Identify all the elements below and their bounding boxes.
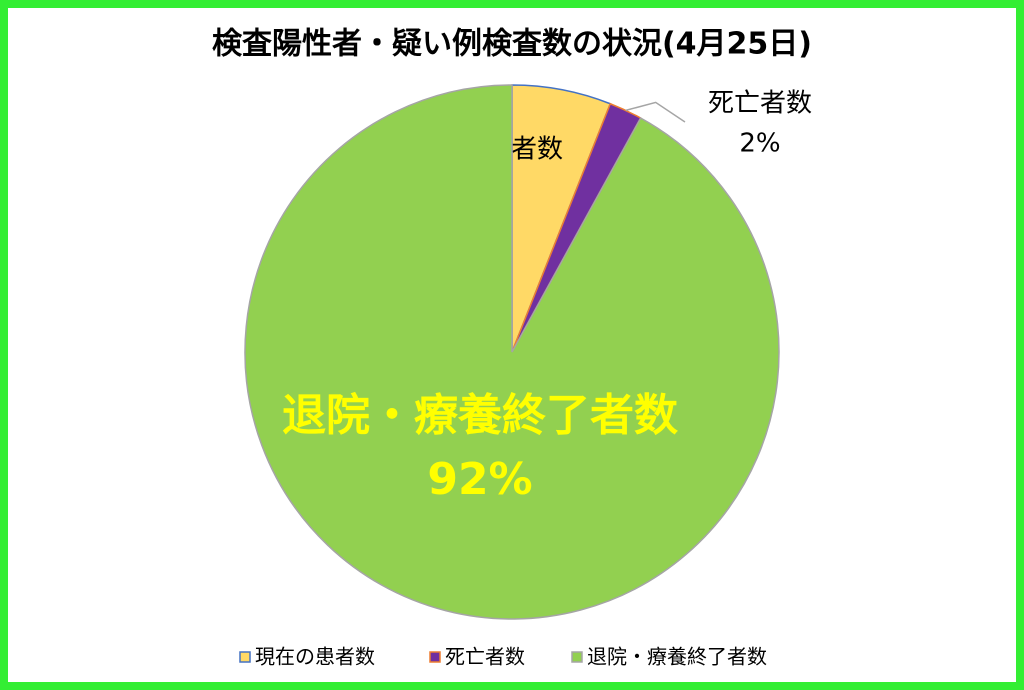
- legend-marker: [571, 651, 583, 663]
- data-label-value: 92%: [427, 454, 532, 505]
- legend-marker: [429, 651, 441, 663]
- data-label-name: 死亡者数: [708, 89, 812, 119]
- legend-label: 退院・療養終了者数: [587, 645, 767, 669]
- data-label-name: 退院・療養終了者数: [282, 390, 678, 441]
- data-label-value: 2%: [739, 129, 780, 159]
- chart-title: 検査陽性者・疑い例検査数の状況(4月25日): [212, 27, 812, 62]
- legend-label: 現在の患者数: [255, 645, 375, 669]
- legend-label: 死亡者数: [445, 645, 525, 669]
- pie-slice: [244, 84, 780, 620]
- leader-line: [625, 101, 686, 123]
- legend-marker: [239, 651, 251, 663]
